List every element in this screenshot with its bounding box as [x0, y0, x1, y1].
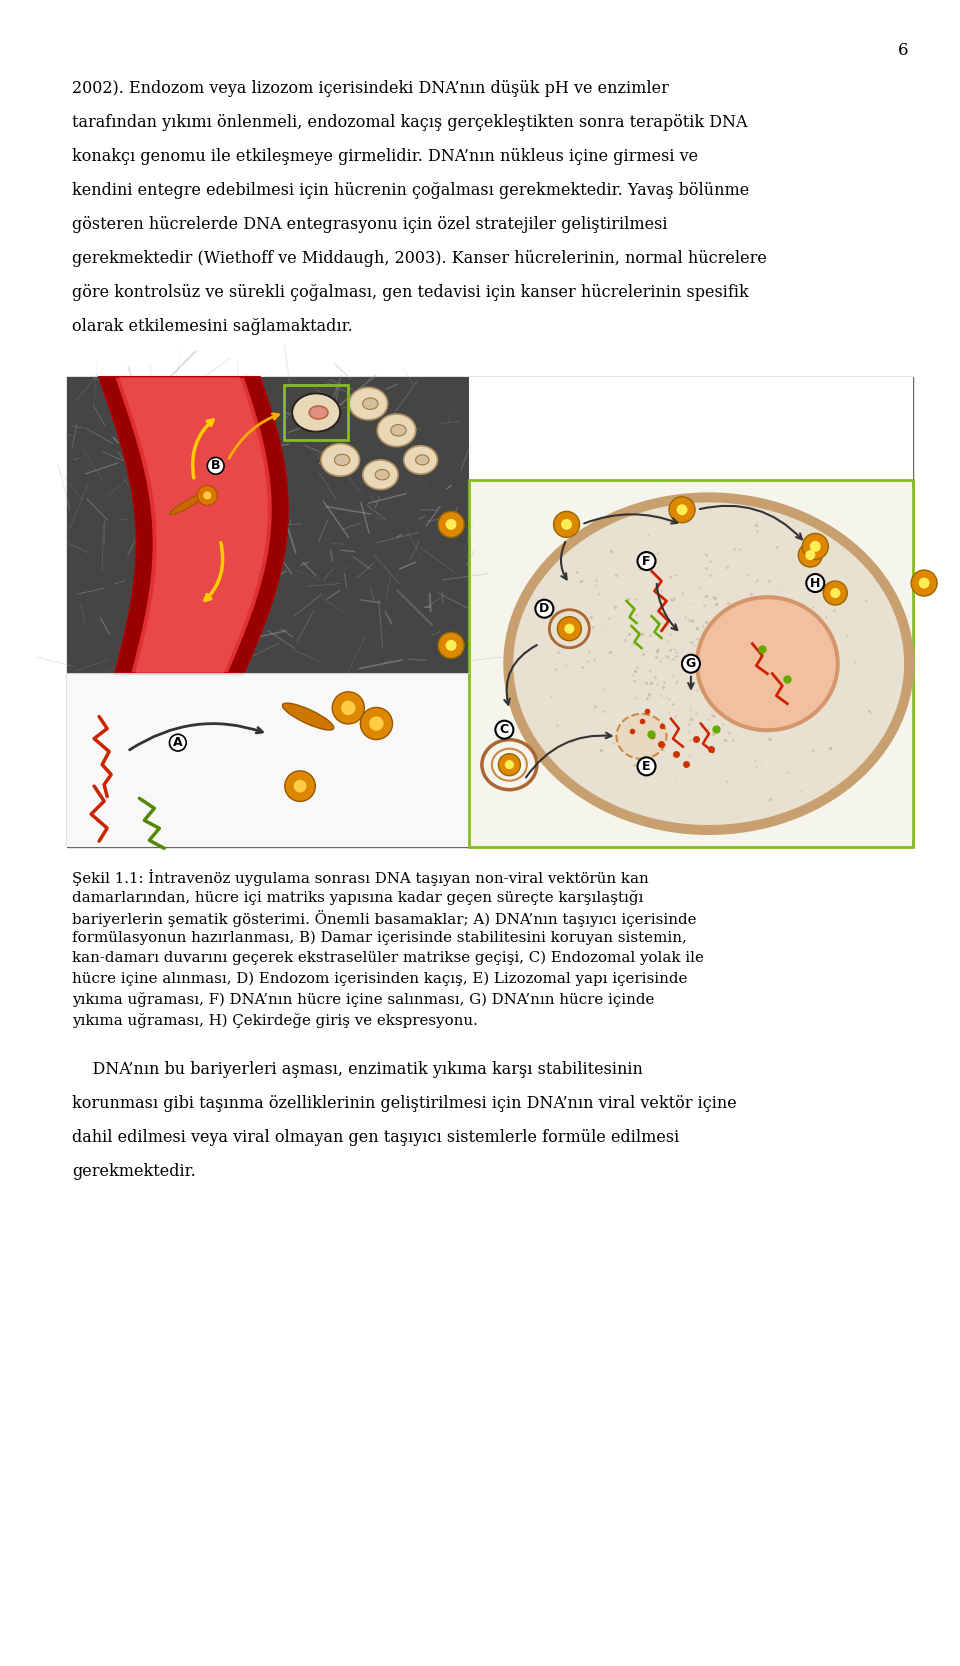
Text: formülasyonun hazırlanması, B) Damar içerisinde stabilitesini koruyan sistemin,: formülasyonun hazırlanması, B) Damar içe…	[72, 931, 686, 945]
Bar	[468, 377, 913, 480]
Circle shape	[561, 518, 572, 530]
Text: 2002). Endozom veya lizozom içerisindeki DNA’nın düşük pH ve enzimler: 2002). Endozom veya lizozom içerisindeki…	[72, 80, 669, 97]
Circle shape	[204, 491, 211, 500]
Circle shape	[332, 691, 365, 725]
Circle shape	[498, 753, 520, 776]
Ellipse shape	[416, 455, 429, 465]
Text: gerekmektedir (Wiethoff ve Middaugh, 2003). Kanser hücrelerinin, normal hücreler: gerekmektedir (Wiethoff ve Middaugh, 200…	[72, 250, 767, 267]
Ellipse shape	[170, 493, 204, 515]
Circle shape	[677, 505, 687, 515]
Ellipse shape	[363, 460, 398, 490]
Circle shape	[669, 496, 695, 523]
Ellipse shape	[616, 713, 666, 758]
Circle shape	[805, 550, 815, 560]
Ellipse shape	[321, 443, 360, 476]
Ellipse shape	[377, 415, 416, 446]
Text: B: B	[211, 460, 221, 473]
Text: A: A	[173, 736, 182, 750]
Ellipse shape	[514, 503, 904, 825]
Circle shape	[830, 588, 840, 598]
Text: Şekil 1.1: İntravenöz uygulama sonrası DNA taşıyan non-viral vektörün kan: Şekil 1.1: İntravenöz uygulama sonrası D…	[72, 870, 649, 886]
Ellipse shape	[375, 470, 390, 480]
Text: yıkıma uğraması, H) Çekirdeğe giriş ve ekspresyonu.: yıkıma uğraması, H) Çekirdeğe giriş ve e…	[72, 1013, 478, 1028]
Bar	[67, 673, 468, 846]
Bar	[67, 377, 913, 846]
Circle shape	[554, 511, 580, 538]
Text: olarak etkilemesini sağlamaktadır.: olarak etkilemesini sağlamaktadır.	[72, 318, 352, 335]
Ellipse shape	[404, 446, 438, 475]
Circle shape	[810, 541, 821, 551]
Bar	[468, 480, 913, 846]
Text: gösteren hücrelerde DNA entegrasyonu için özel stratejiler geliştirilmesi: gösteren hücrelerde DNA entegrasyonu içi…	[72, 217, 667, 233]
Circle shape	[294, 780, 306, 793]
Circle shape	[445, 518, 457, 530]
Bar	[67, 377, 468, 673]
Circle shape	[341, 701, 355, 715]
Text: dahil edilmesi veya viral olmayan gen taşıyıcı sistemlerle formüle edilmesi: dahil edilmesi veya viral olmayan gen ta…	[72, 1130, 680, 1146]
Text: kan-damarı duvarını geçerek ekstraselüler matrikse geçişi, C) Endozomal yolak il: kan-damarı duvarını geçerek ekstraselüle…	[72, 951, 704, 965]
Text: G: G	[685, 656, 696, 670]
Text: konakçı genomu ile etkileşmeye girmelidir. DNA’nın nükleus içine girmesi ve: konakçı genomu ile etkileşmeye girmelidi…	[72, 148, 698, 165]
Circle shape	[911, 570, 937, 596]
Circle shape	[799, 543, 823, 566]
Text: 6: 6	[898, 42, 908, 58]
Ellipse shape	[363, 398, 378, 410]
Ellipse shape	[334, 455, 349, 465]
Ellipse shape	[695, 595, 840, 733]
Text: korunması gibi taşınma özelliklerinin geliştirilmesi için DNA’nın viral vektör i: korunması gibi taşınma özelliklerinin ge…	[72, 1095, 736, 1111]
Ellipse shape	[391, 425, 406, 436]
Text: C: C	[500, 723, 509, 736]
Ellipse shape	[503, 493, 914, 835]
Polygon shape	[119, 377, 268, 673]
Text: damarlarından, hücre içi matriks yapısına kadar geçen süreçte karşılaştığı: damarlarından, hücre içi matriks yapısın…	[72, 890, 643, 905]
Polygon shape	[99, 377, 288, 673]
Polygon shape	[99, 377, 153, 673]
Ellipse shape	[699, 600, 836, 728]
Ellipse shape	[282, 703, 334, 730]
Circle shape	[360, 708, 393, 740]
Circle shape	[285, 771, 315, 801]
Text: gerekmektedir.: gerekmektedir.	[72, 1163, 196, 1180]
Text: DNA’nın bu bariyerleri aşması, enzimatik yıkıma karşı stabilitesinin: DNA’nın bu bariyerleri aşması, enzimatik…	[72, 1061, 643, 1078]
Ellipse shape	[309, 407, 327, 418]
Circle shape	[505, 760, 514, 770]
Circle shape	[438, 511, 464, 538]
Polygon shape	[228, 377, 288, 673]
Text: F: F	[642, 555, 651, 568]
Circle shape	[564, 623, 574, 633]
Ellipse shape	[292, 393, 340, 431]
Text: yıkıma uğraması, F) DNA’nın hücre içine salınması, G) DNA’nın hücre içinde: yıkıma uğraması, F) DNA’nın hücre içine …	[72, 991, 655, 1006]
Circle shape	[370, 716, 384, 731]
Text: D: D	[540, 601, 549, 615]
Text: bariyerlerin şematik gösterimi. Önemli basamaklar; A) DNA’nın taşıyıcı içerisind: bariyerlerin şematik gösterimi. Önemli b…	[72, 910, 697, 926]
Circle shape	[803, 533, 828, 560]
Text: hücre içine alınması, D) Endozom içerisinden kaçış, E) Lizozomal yapı içerisinde: hücre içine alınması, D) Endozom içerisi…	[72, 971, 687, 986]
Circle shape	[445, 640, 457, 651]
Text: H: H	[810, 576, 821, 590]
Text: kendini entegre edebilmesi için hücrenin çoğalması gerekmektedir. Yavaş bölünme: kendini entegre edebilmesi için hücrenin…	[72, 182, 749, 198]
Text: E: E	[642, 760, 651, 773]
Bar	[284, 385, 348, 440]
Circle shape	[558, 616, 582, 641]
Text: göre kontrolsüz ve sürekli çoğalması, gen tedavisi için kanser hücrelerinin spes: göre kontrolsüz ve sürekli çoğalması, ge…	[72, 283, 749, 302]
Circle shape	[919, 578, 929, 588]
Text: tarafından yıkımı önlenmeli, endozomal kaçış gerçekleştikten sonra terapötik DNA: tarafından yıkımı önlenmeli, endozomal k…	[72, 113, 748, 132]
Ellipse shape	[309, 407, 328, 420]
Circle shape	[438, 633, 464, 658]
Ellipse shape	[349, 388, 388, 420]
Circle shape	[824, 581, 848, 605]
Circle shape	[197, 485, 217, 505]
